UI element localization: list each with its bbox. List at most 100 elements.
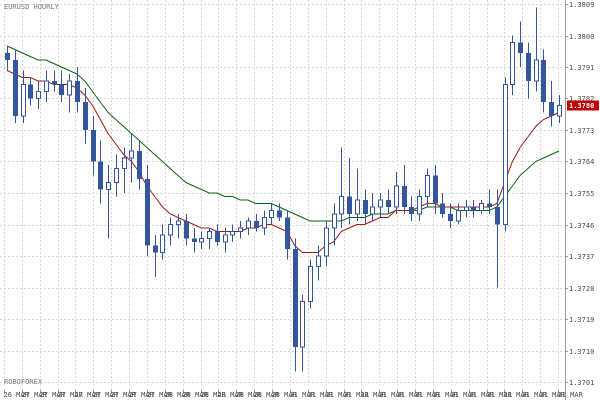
candle xyxy=(394,172,399,214)
candle-body-down xyxy=(52,81,57,85)
time-tick-label: 31 MAR xyxy=(433,391,459,399)
candle xyxy=(67,74,72,113)
candle-body-down xyxy=(285,217,290,249)
candle xyxy=(417,189,422,221)
time-tick-label: 28 MAR xyxy=(254,391,280,399)
candle xyxy=(168,217,173,246)
price-tick-label: 1.3791 xyxy=(569,64,594,72)
candle-body-down xyxy=(495,207,500,225)
candle-body-down xyxy=(487,203,492,207)
candle-body-up xyxy=(199,238,204,243)
time-tick-label: 31 MAR xyxy=(326,391,352,399)
candle xyxy=(425,168,430,207)
candle xyxy=(28,77,33,106)
candle-body-down xyxy=(13,60,18,116)
candle-body-up xyxy=(417,196,422,215)
time-tick-label: 31 MAR xyxy=(290,391,316,399)
candle xyxy=(433,165,438,214)
candle-body-up xyxy=(21,84,26,117)
candle xyxy=(347,158,352,225)
candle-body-up xyxy=(223,234,228,243)
candle xyxy=(145,165,150,256)
current-price-label: 1.3780 xyxy=(569,102,594,110)
candle xyxy=(549,81,554,127)
price-tick-label: 1.3710 xyxy=(569,348,594,356)
candle-body-down xyxy=(448,214,453,221)
candle-body-up xyxy=(456,210,461,222)
candle-body-up xyxy=(425,175,430,197)
candle xyxy=(293,238,298,372)
time-tick-label: 31 MAR xyxy=(504,391,530,399)
price-tick-label: 1.3755 xyxy=(569,190,594,198)
candle xyxy=(409,196,414,221)
price-tick-label: 1.3809 xyxy=(569,1,594,9)
candle xyxy=(386,189,391,214)
candle-body-up xyxy=(269,210,274,218)
time-tick-label: 28 MAR xyxy=(201,391,227,399)
candle-body-down xyxy=(75,81,80,102)
candle-body-down xyxy=(254,221,259,228)
candle-body-up xyxy=(503,84,508,225)
candle-body-down xyxy=(145,179,150,246)
candle xyxy=(277,203,282,221)
candle xyxy=(254,214,259,232)
time-tick-label: 27 MAR xyxy=(58,391,84,399)
candle xyxy=(246,217,251,235)
candle xyxy=(510,35,515,95)
candle xyxy=(285,210,290,260)
price-tick-label: 1.3701 xyxy=(569,379,594,387)
candles xyxy=(5,7,562,372)
candle-body-down xyxy=(153,245,158,253)
candle xyxy=(534,7,539,92)
candle xyxy=(230,224,235,242)
candle-body-down xyxy=(192,238,197,242)
price-tick-label: 1.3782 xyxy=(569,95,594,103)
candle-body-up xyxy=(36,91,41,99)
candle xyxy=(402,165,407,214)
candle xyxy=(316,245,321,281)
candle-body-up xyxy=(246,220,251,229)
candle xyxy=(238,221,243,239)
candle-body-up xyxy=(300,301,305,348)
time-tick-label: 27 MAR xyxy=(111,391,137,399)
price-tick-label: 1.3728 xyxy=(569,285,594,293)
candle xyxy=(199,231,204,249)
time-tick-label: 27 MAR xyxy=(147,391,173,399)
candle xyxy=(36,81,41,109)
current-price-tag-background xyxy=(567,100,599,111)
candle-body-down xyxy=(526,53,531,81)
candle-body-up xyxy=(160,234,165,253)
price-tick-label: 1.3764 xyxy=(569,158,594,166)
candle xyxy=(52,70,57,92)
candle-body-up xyxy=(230,231,235,236)
time-tick-label: 31 MAR xyxy=(361,391,387,399)
candle xyxy=(98,140,103,204)
time-tick-label: 28 MAR xyxy=(165,391,191,399)
candle-body-up xyxy=(378,199,383,208)
candle-body-down xyxy=(549,102,554,116)
candle xyxy=(308,259,313,309)
candle-body-down xyxy=(347,196,352,214)
candle-body-up xyxy=(44,80,49,92)
candle xyxy=(471,200,476,218)
time-tick-label: 31 MAR xyxy=(451,391,477,399)
candle-body-down xyxy=(402,186,407,207)
candle-body-down xyxy=(59,84,64,95)
candle-body-down xyxy=(184,221,189,239)
candle xyxy=(378,193,383,218)
candle xyxy=(324,221,329,267)
candle-body-down xyxy=(91,130,96,162)
time-tick-label: 31 MAR xyxy=(379,391,405,399)
candle-body-down xyxy=(83,102,88,130)
candle xyxy=(495,189,500,288)
candle xyxy=(207,228,212,249)
candle-body-up xyxy=(479,203,484,211)
time-tick-label: 26 MAR xyxy=(4,391,30,399)
candle-body-up xyxy=(370,206,375,215)
candle xyxy=(526,42,531,99)
time-tick-label: 27 MAR xyxy=(22,391,48,399)
time-tick-label: 27 MAR xyxy=(93,391,119,399)
candle xyxy=(192,228,197,253)
